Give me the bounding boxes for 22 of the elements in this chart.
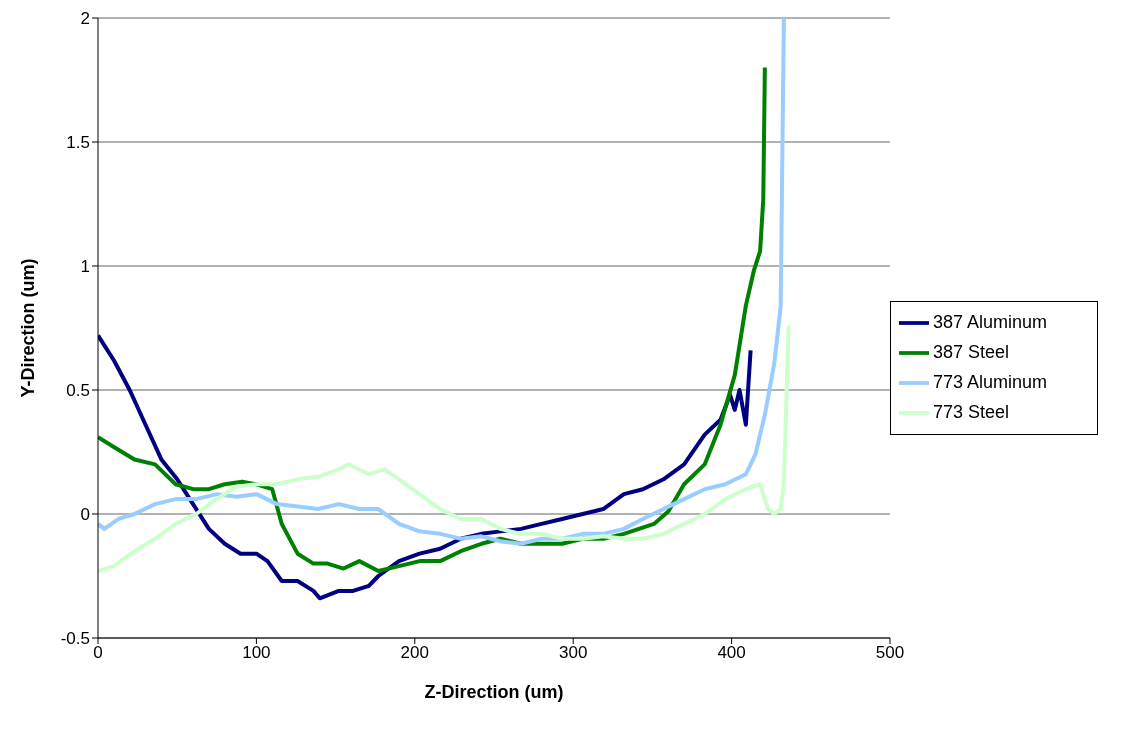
y-tick-label: 0 — [80, 505, 90, 525]
y-tick-label: 2 — [80, 9, 90, 29]
y-tick-label: 1 — [80, 257, 90, 277]
x-axis-title: Z-Direction (um) — [424, 682, 564, 702]
x-tick-label: 300 — [559, 643, 588, 663]
y-tick-label: -0.5 — [60, 629, 90, 649]
legend-label: 387 Steel — [933, 341, 1010, 362]
x-tick-label: 200 — [400, 643, 429, 663]
y-axis-title: Y-Direction (um) — [18, 258, 39, 398]
line-series — [98, 333, 753, 601]
x-tick-label: 400 — [717, 643, 746, 663]
line-series — [98, 323, 791, 574]
y-tick-label: 0.5 — [66, 381, 90, 401]
legend-label: 773 Aluminum — [933, 371, 1048, 392]
y-tick-label: 1.5 — [66, 133, 90, 153]
line-series — [98, 65, 767, 574]
line-series — [98, 18, 786, 546]
legend-label: 387 Aluminum — [933, 311, 1048, 332]
x-tick-label: 0 — [93, 643, 103, 663]
legend-label: 773 Steel — [933, 401, 1010, 422]
x-tick-label: 500 — [875, 643, 905, 663]
x-tick-label: 100 — [242, 643, 271, 663]
